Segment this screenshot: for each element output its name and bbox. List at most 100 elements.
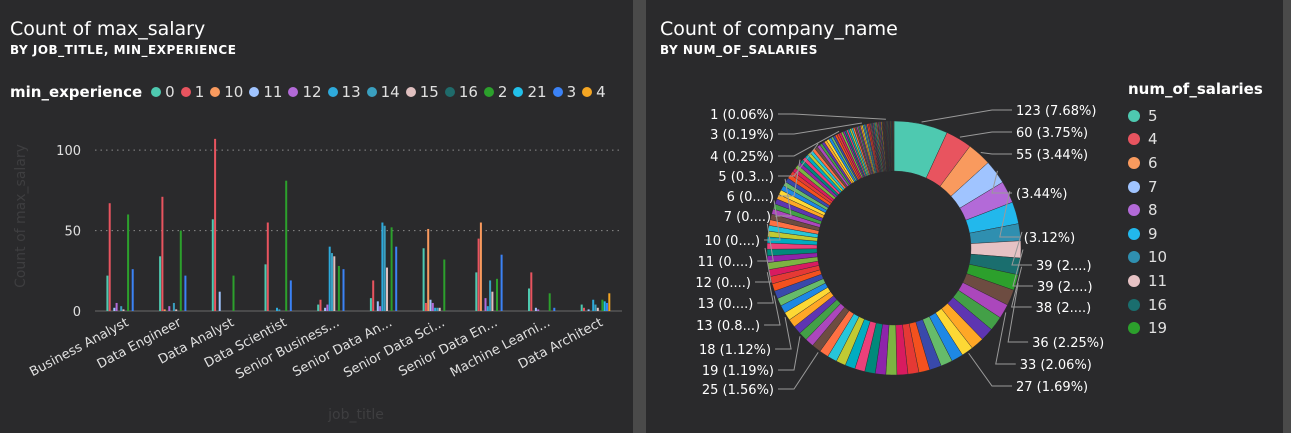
legend-item[interactable]: 10 bbox=[210, 83, 243, 101]
bar[interactable] bbox=[422, 248, 425, 311]
bar[interactable] bbox=[438, 307, 441, 311]
legend-item[interactable]: 12 bbox=[288, 83, 322, 101]
bar[interactable] bbox=[486, 306, 489, 311]
bar[interactable] bbox=[175, 309, 178, 311]
bar[interactable] bbox=[479, 222, 482, 311]
bar[interactable] bbox=[386, 267, 388, 311]
bar[interactable] bbox=[266, 222, 269, 311]
bar[interactable] bbox=[431, 302, 434, 311]
bar[interactable] bbox=[317, 304, 320, 311]
bar[interactable] bbox=[594, 304, 597, 311]
bar[interactable] bbox=[395, 246, 398, 311]
bar[interactable] bbox=[429, 299, 432, 311]
legend-item[interactable]: 4 bbox=[582, 83, 606, 101]
bar[interactable] bbox=[337, 265, 340, 311]
bar[interactable] bbox=[383, 225, 386, 311]
bar[interactable] bbox=[264, 264, 267, 311]
bar[interactable] bbox=[534, 307, 537, 311]
bar[interactable] bbox=[214, 138, 217, 311]
bar[interactable] bbox=[113, 307, 116, 311]
bar[interactable] bbox=[289, 280, 292, 311]
bar[interactable] bbox=[381, 222, 384, 311]
bar[interactable] bbox=[592, 299, 595, 311]
bar[interactable] bbox=[580, 304, 583, 311]
bar[interactable] bbox=[324, 307, 327, 311]
bar[interactable] bbox=[608, 293, 611, 311]
bar[interactable] bbox=[489, 280, 492, 311]
bar[interactable] bbox=[424, 302, 427, 311]
bar[interactable] bbox=[477, 238, 480, 311]
bar[interactable] bbox=[583, 307, 585, 311]
legend-item[interactable]: 13 bbox=[327, 83, 361, 101]
bar[interactable] bbox=[276, 307, 278, 311]
bar[interactable] bbox=[127, 214, 130, 311]
bar[interactable] bbox=[553, 307, 556, 311]
bar[interactable] bbox=[184, 275, 187, 311]
bar[interactable] bbox=[369, 298, 372, 311]
legend-item[interactable]: 21 bbox=[513, 83, 547, 101]
legend-item[interactable]: 6 bbox=[1128, 151, 1263, 175]
bar[interactable] bbox=[475, 272, 478, 311]
bar[interactable] bbox=[131, 269, 134, 311]
bar[interactable] bbox=[548, 293, 551, 311]
bar[interactable] bbox=[484, 298, 487, 311]
bar[interactable] bbox=[500, 254, 503, 311]
bar[interactable] bbox=[108, 203, 111, 311]
legend-item[interactable]: 11 bbox=[1128, 269, 1263, 293]
legend-item[interactable]: 16 bbox=[1128, 293, 1263, 317]
bar[interactable] bbox=[436, 307, 439, 311]
bar[interactable] bbox=[218, 291, 221, 311]
donut-chart[interactable]: 123 (7.68%) 60 (3.75%) 55 (3.44%) (3.44%) (3… bbox=[646, 0, 1283, 433]
bar[interactable] bbox=[372, 280, 375, 311]
bar[interactable] bbox=[528, 288, 530, 311]
bar[interactable] bbox=[326, 304, 329, 311]
bar[interactable] bbox=[161, 196, 164, 311]
bar[interactable] bbox=[278, 309, 281, 311]
bar[interactable] bbox=[496, 278, 498, 311]
legend-item[interactable]: 0 bbox=[151, 83, 175, 101]
bar[interactable] bbox=[211, 219, 214, 311]
bar[interactable] bbox=[168, 306, 171, 311]
bar[interactable] bbox=[120, 306, 123, 311]
bar[interactable] bbox=[379, 306, 382, 311]
bar[interactable] bbox=[427, 228, 430, 311]
legend-item[interactable]: 3 bbox=[552, 83, 576, 101]
bar[interactable] bbox=[342, 269, 345, 311]
bar[interactable] bbox=[319, 299, 322, 311]
bar[interactable] bbox=[331, 253, 333, 311]
legend-item[interactable]: 8 bbox=[1128, 198, 1263, 222]
bar[interactable] bbox=[179, 230, 182, 311]
bar[interactable] bbox=[596, 307, 599, 311]
legend-item[interactable]: 16 bbox=[444, 83, 478, 101]
donut-chart-panel[interactable]: Count of company_name BY NUM_OF_SALARIES… bbox=[646, 0, 1283, 433]
bar[interactable] bbox=[172, 302, 175, 311]
legend-item[interactable]: 4 bbox=[1128, 128, 1263, 152]
bar[interactable] bbox=[122, 309, 125, 311]
bar[interactable] bbox=[285, 180, 288, 311]
bar[interactable] bbox=[603, 301, 606, 311]
legend-item[interactable]: 9 bbox=[1128, 222, 1263, 246]
bar[interactable] bbox=[115, 302, 118, 311]
legend-item[interactable]: 1 bbox=[180, 83, 204, 101]
bar[interactable] bbox=[159, 256, 162, 311]
bar[interactable] bbox=[530, 272, 533, 311]
legend-item[interactable]: 2 bbox=[483, 83, 507, 101]
bar[interactable] bbox=[376, 301, 379, 311]
legend-item[interactable]: 11 bbox=[249, 83, 282, 101]
bar[interactable] bbox=[390, 227, 393, 311]
legend-item[interactable]: 7 bbox=[1128, 175, 1263, 199]
legend-item[interactable]: 15 bbox=[405, 83, 439, 101]
bar[interactable] bbox=[491, 291, 494, 311]
bar[interactable] bbox=[443, 259, 446, 311]
bar[interactable] bbox=[106, 275, 109, 311]
bar[interactable] bbox=[232, 275, 235, 311]
legend-item[interactable]: 10 bbox=[1128, 246, 1263, 270]
legend-item[interactable]: 5 bbox=[1128, 104, 1263, 128]
bar[interactable] bbox=[328, 246, 331, 311]
bar[interactable] bbox=[587, 309, 590, 311]
bar[interactable] bbox=[537, 309, 540, 311]
legend-item[interactable]: 19 bbox=[1128, 316, 1263, 340]
bar[interactable] bbox=[163, 309, 166, 311]
bar[interactable] bbox=[434, 307, 437, 311]
